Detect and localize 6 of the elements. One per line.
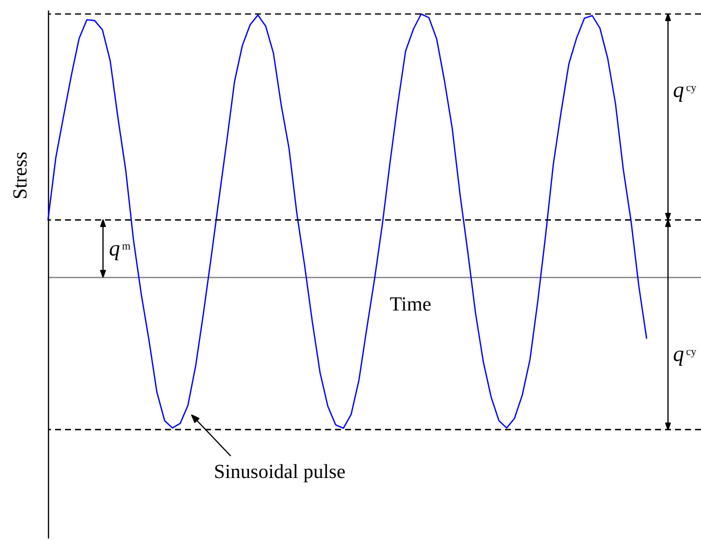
text: Sinusoidal pulse [214,461,346,483]
annotation: q$^{cy}$ [673,77,697,102]
annotation: q$^{m}$ [109,235,131,260]
y-axis-title: Stress [10,151,32,200]
annotation: q$^{cy}$ [673,341,697,366]
x-axis-title: Time [390,294,432,316]
